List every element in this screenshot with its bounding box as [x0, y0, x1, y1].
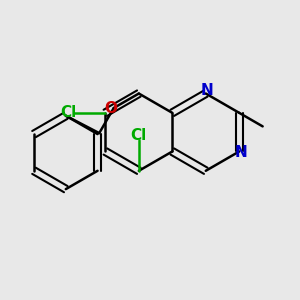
Text: N: N: [234, 146, 247, 160]
Text: O: O: [104, 100, 117, 116]
Text: Cl: Cl: [131, 128, 147, 143]
Text: Cl: Cl: [60, 105, 76, 120]
Text: N: N: [201, 83, 214, 98]
